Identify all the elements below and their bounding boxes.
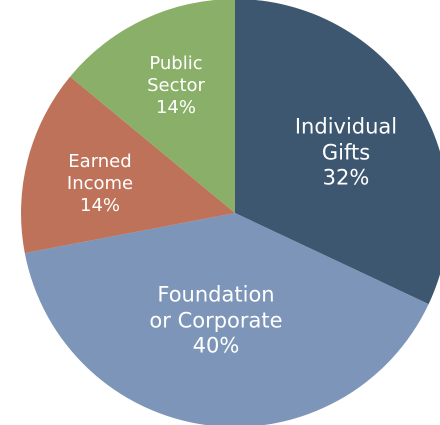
slice-label: Earned Income 14% [67, 151, 133, 217]
value-label: 32% [322, 165, 370, 190]
category-label: Public Sector [147, 53, 205, 97]
slice-label: Foundation or Corporate 40% [149, 283, 282, 360]
category-label: Individual Gifts [294, 114, 398, 165]
pie-slice [70, 0, 235, 213]
category-label: Earned Income [66, 151, 134, 195]
slice-label: Individual Gifts 32% [295, 115, 397, 192]
value-label: 14% [79, 194, 121, 216]
pie-slice [21, 76, 236, 254]
value-label: 14% [155, 96, 196, 118]
value-label: 40% [192, 333, 240, 358]
pie-slice [235, 0, 440, 305]
category-label: Foundation or Corporate [149, 282, 283, 333]
pie-slice [24, 213, 429, 425]
slice-label: Public Sector 14% [147, 53, 205, 119]
